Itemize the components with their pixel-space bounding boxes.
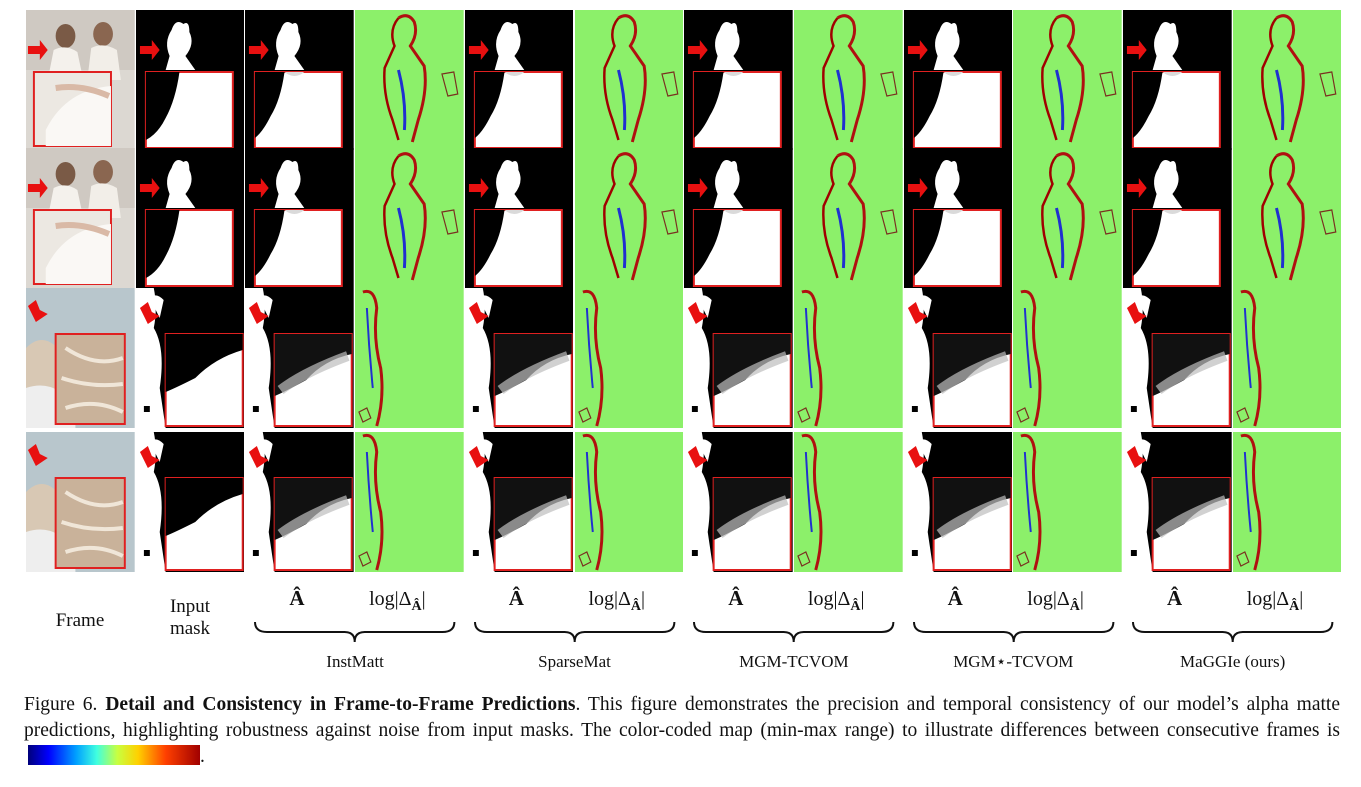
- alpha-cell-r3-c11: [1123, 288, 1232, 428]
- diff-cell-r1-c8: [793, 10, 903, 150]
- method-name-2: SparseMat: [538, 652, 611, 671]
- log-delta-label-2: log|ΔÂ|: [588, 588, 646, 614]
- diff-cell-r1-c6: [574, 10, 684, 150]
- caption-text: . This figure demonstrates the precision…: [24, 694, 1340, 741]
- diff-cell-r1-c12: [1232, 10, 1342, 150]
- figure-caption: Figure 6. Detail and Consistency in Fram…: [24, 692, 1340, 770]
- method-name-4: MGM⋆-TCVOM: [953, 652, 1074, 671]
- diff-cell-r3-c12: [1232, 288, 1342, 428]
- alpha-cell-r3-c3: [245, 288, 355, 428]
- log-delta-label-5: log|ΔÂ|: [1246, 588, 1304, 614]
- method-brace-3: [692, 620, 895, 644]
- alpha-cell-r1-c7: [684, 10, 793, 150]
- frame-cell-r3-c1: [26, 288, 135, 428]
- diff-cell-r4-c4: [355, 432, 464, 572]
- alpha-label-3: Â: [728, 586, 744, 610]
- frame-cell-r2-c1: [26, 148, 135, 288]
- diff-cell-r2-c6: [574, 148, 684, 288]
- mask-cell-r4-c2: [135, 432, 245, 572]
- diff-cell-r3-c8: [793, 288, 903, 428]
- alpha-cell-r3-c9: [903, 288, 1013, 428]
- alpha-cell-r1-c3: [245, 10, 355, 150]
- caption-end: .: [200, 746, 205, 767]
- method-name-5: MaGGIe (ours): [1180, 652, 1286, 671]
- diff-cell-r1-c4: [355, 10, 464, 150]
- method-brace-2: [473, 620, 676, 644]
- mask-cell-r2-c2: [135, 148, 245, 288]
- alpha-cell-r4-c9: [903, 432, 1013, 572]
- diff-cell-r3-c4: [355, 288, 464, 428]
- frame-cell-r4-c1: [26, 432, 135, 572]
- method-brace-5: [1131, 620, 1334, 644]
- diff-cell-r2-c8: [793, 148, 903, 288]
- alpha-cell-r4-c3: [245, 432, 355, 572]
- alpha-cell-r2-c3: [245, 148, 355, 288]
- method-name-1: InstMatt: [326, 652, 384, 671]
- colormap-bar: [28, 745, 200, 765]
- alpha-cell-r4-c7: [684, 432, 793, 572]
- diff-cell-r4-c12: [1232, 432, 1342, 572]
- alpha-cell-r4-c5: [464, 432, 574, 572]
- method-name-3: MGM-TCVOM: [739, 652, 849, 671]
- log-delta-label-4: log|ΔÂ|: [1027, 588, 1084, 614]
- diff-cell-r3-c6: [574, 288, 684, 428]
- diff-cell-r4-c10: [1013, 432, 1122, 572]
- alpha-cell-r2-c9: [903, 148, 1013, 288]
- alpha-label-2: Â: [508, 586, 524, 610]
- diff-cell-r4-c8: [793, 432, 903, 572]
- alpha-label-5: Â: [1167, 586, 1183, 610]
- caption-prefix: Figure 6.: [24, 694, 106, 715]
- caption-title: Detail and Consistency in Frame-to-Frame…: [105, 694, 576, 715]
- figure-grid: [26, 10, 1342, 578]
- diff-cell-r2-c12: [1232, 148, 1342, 288]
- diff-cell-r1-c10: [1013, 10, 1122, 150]
- alpha-label-4: Â: [947, 586, 963, 610]
- diff-cell-r4-c6: [574, 432, 684, 572]
- mask-cell-r3-c2: [135, 288, 245, 428]
- alpha-cell-r4-c11: [1123, 432, 1232, 572]
- diff-cell-r3-c10: [1013, 288, 1122, 428]
- method-brace-4: [912, 620, 1115, 644]
- alpha-cell-r2-c5: [464, 148, 574, 288]
- log-delta-label-1: log|ΔÂ|: [369, 588, 426, 614]
- alpha-cell-r3-c7: [684, 288, 793, 428]
- diff-cell-r2-c10: [1013, 148, 1122, 288]
- frame-cell-r1-c1: [26, 10, 135, 150]
- mask-cell-r1-c2: [135, 10, 245, 150]
- label-frame: Frame: [55, 610, 105, 631]
- alpha-cell-r1-c11: [1123, 10, 1232, 150]
- alpha-label-1: Â: [289, 586, 305, 610]
- method-brace-1: [253, 620, 456, 644]
- alpha-cell-r1-c9: [903, 10, 1013, 150]
- alpha-cell-r1-c5: [464, 10, 574, 150]
- label-input-mask: Input mask: [169, 596, 211, 639]
- alpha-cell-r3-c5: [464, 288, 574, 428]
- diff-cell-r2-c4: [355, 148, 464, 288]
- log-delta-label-3: log|ΔÂ|: [807, 588, 865, 614]
- alpha-cell-r2-c11: [1123, 148, 1232, 288]
- alpha-cell-r2-c7: [684, 148, 793, 288]
